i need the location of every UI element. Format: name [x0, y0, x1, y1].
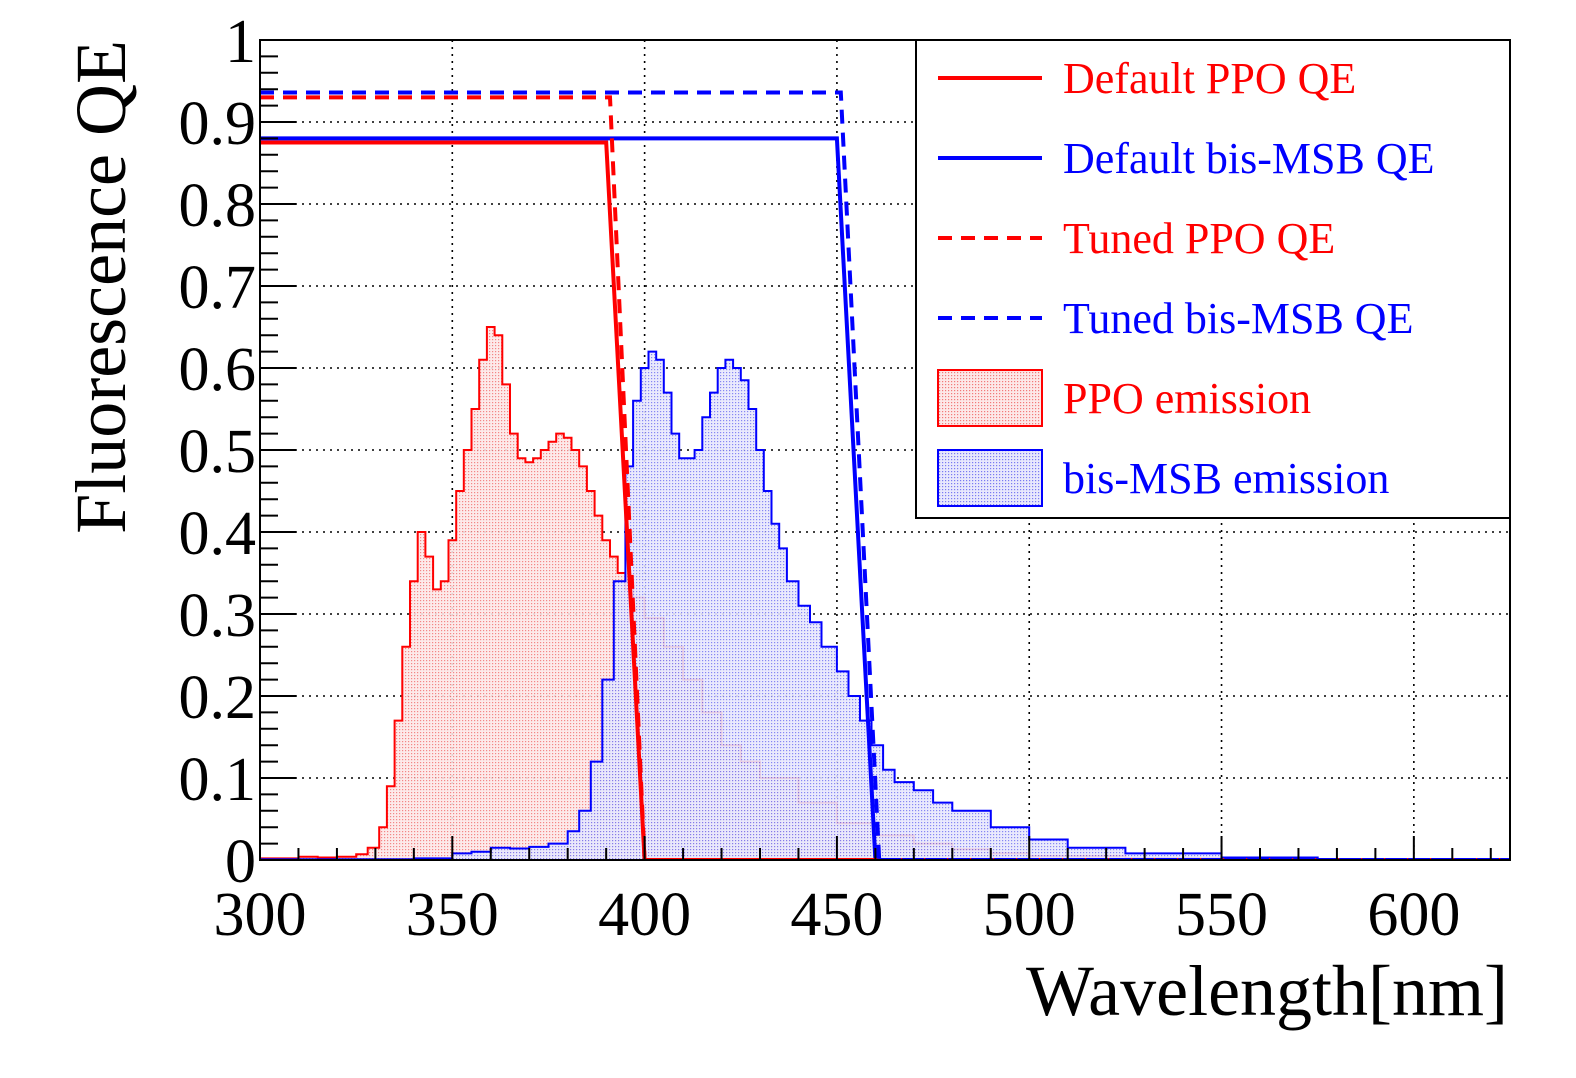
series-bis-msb-emission [260, 350, 1510, 860]
legend-label: bis-MSB emission [1063, 454, 1389, 503]
series-default-ppo-qe [260, 140, 1510, 860]
legend-swatch [937, 449, 1043, 507]
legend-label: Tuned PPO QE [1063, 214, 1335, 263]
x-tick-label-1: 350 [406, 881, 499, 949]
legend-label: PPO emission [1063, 374, 1311, 423]
y-tick-label-2: 0.2 [179, 664, 257, 732]
series-tuned-ppo-qe [260, 95, 1510, 860]
y-tick-label-3: 0.3 [179, 582, 257, 650]
x-tick-label-2: 400 [598, 881, 691, 949]
series-default-bis-msb-qe [260, 136, 1510, 860]
x-tick-label-6: 600 [1367, 881, 1460, 949]
x-axis-title: Wavelength[nm] [1026, 951, 1508, 1031]
y-tick-label-1: 0.1 [179, 746, 257, 814]
x-axis-tick-labels: 300 350 400 450 500 550 600 [214, 881, 1461, 949]
legend-box [915, 39, 1511, 519]
legend-entry-default-bis-msb-qe: Default bis-MSB QE [938, 134, 1435, 183]
y-tick-label-6: 0.6 [179, 336, 257, 404]
legend-entry-ppo-emission: PPO emission [937, 369, 1311, 427]
legend-entry-tuned-bis-msb-qe: Tuned bis-MSB QE [938, 294, 1413, 343]
plot-area [260, 90, 1510, 860]
axis-ticks [259, 39, 1492, 861]
y-tick-label-4: 0.4 [179, 500, 257, 568]
legend-entry-default-ppo-qe: Default PPO QE [938, 54, 1356, 103]
y-axis-title: Fluorescence QE [61, 40, 141, 534]
legend: Default PPO QE Default bis-MSB QE Tuned PP… [915, 39, 1511, 519]
y-tick-label-5: 0.5 [179, 418, 257, 486]
x-tick-label-4: 500 [983, 881, 1076, 949]
y-tick-label-8: 0.8 [179, 172, 257, 240]
x-tick-label-5: 550 [1175, 881, 1268, 949]
legend-label: Default bis-MSB QE [1063, 134, 1435, 183]
y-tick-label-10: 1 [225, 8, 256, 76]
legend-swatch [937, 369, 1043, 427]
x-tick-label-0: 300 [214, 881, 307, 949]
y-tick-label-7: 0.7 [179, 254, 257, 322]
y-tick-label-0: 0 [225, 828, 256, 896]
legend-label: Tuned bis-MSB QE [1063, 294, 1413, 343]
y-tick-label-9: 0.9 [179, 90, 257, 158]
x-tick-label-3: 450 [790, 881, 883, 949]
legend-entry-bis-msb-emission: bis-MSB emission [937, 449, 1389, 507]
y-axis-tick-labels: 0 0.1 0.2 0.3 0.4 0.5 0.6 0.7 0.8 0.9 1 [179, 8, 257, 896]
legend-entry-tuned-ppo-qe: Tuned PPO QE [938, 214, 1335, 263]
legend-label: Default PPO QE [1063, 54, 1356, 103]
